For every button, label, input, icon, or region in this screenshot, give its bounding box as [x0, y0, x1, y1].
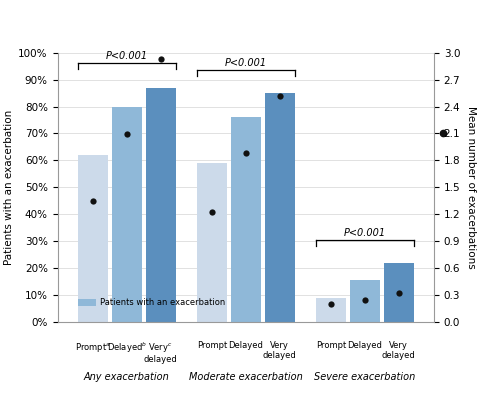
- Bar: [197, 163, 227, 322]
- Bar: [146, 87, 176, 322]
- Y-axis label: Patients with an exacerbation: Patients with an exacerbation: [4, 110, 14, 265]
- Text: Prompt: Prompt: [196, 341, 227, 350]
- Text: Any exacerbation: Any exacerbation: [84, 372, 170, 382]
- Text: Very
delayed: Very delayed: [382, 341, 416, 360]
- Text: Very
delayed: Very delayed: [263, 341, 296, 360]
- Text: Delayed$^b$: Delayed$^b$: [107, 341, 147, 355]
- Text: Moderate exacerbation: Moderate exacerbation: [189, 372, 302, 382]
- Text: Prompt$^a$: Prompt$^a$: [75, 341, 110, 354]
- Text: Severe exacerbation: Severe exacerbation: [314, 372, 416, 382]
- Bar: [230, 117, 261, 322]
- Text: Delayed: Delayed: [348, 341, 382, 350]
- Bar: [384, 263, 414, 322]
- Text: Patients with an exacerbation: Patients with an exacerbation: [100, 298, 226, 307]
- Bar: [316, 298, 346, 322]
- Bar: [78, 155, 108, 322]
- Text: Prompt: Prompt: [316, 341, 346, 350]
- Text: Delayed: Delayed: [228, 341, 263, 350]
- Bar: [112, 107, 142, 322]
- Text: P<0.001: P<0.001: [344, 228, 386, 238]
- Text: P<0.001: P<0.001: [106, 51, 148, 61]
- Bar: [350, 280, 380, 322]
- Text: P<0.001: P<0.001: [224, 58, 267, 68]
- Bar: [78, 299, 96, 306]
- Text: Very$^c$
delayed: Very$^c$ delayed: [144, 341, 178, 364]
- Bar: [264, 93, 294, 322]
- Y-axis label: Mean number of exacerbations: Mean number of exacerbations: [466, 106, 476, 269]
